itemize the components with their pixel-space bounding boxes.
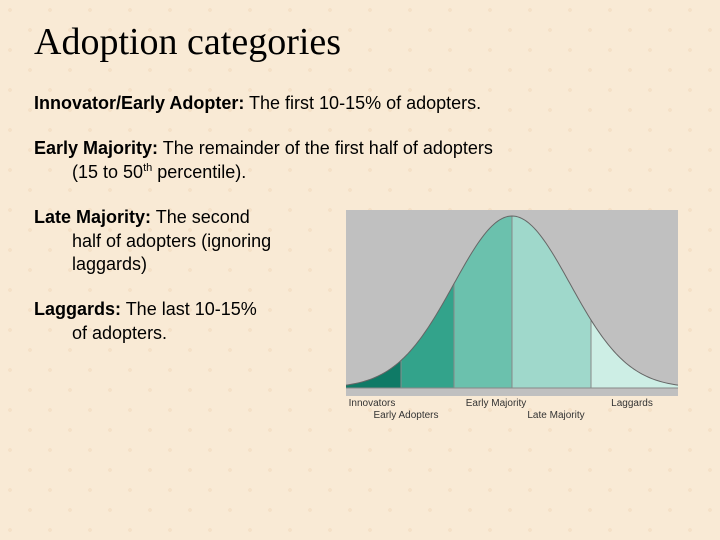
legend-label: Innovators — [349, 398, 396, 409]
chart-legend: InnovatorsEarly AdoptersEarly MajorityLa… — [346, 398, 678, 424]
definition-desc: The first 10-15% of adopters. — [244, 93, 481, 113]
slide-title: Adoption categories — [34, 20, 690, 64]
definition-desc: The last 10-15% — [121, 299, 257, 319]
curve-segment — [401, 284, 454, 388]
curve-segment — [591, 320, 678, 388]
legend-label: Early Adopters — [373, 410, 438, 421]
definition-label: Laggards: — [34, 299, 121, 319]
definition-late-majority: Late Majority: The second half of adopte… — [34, 206, 334, 276]
legend-label: Early Majority — [466, 398, 527, 409]
definition-label: Innovator/Early Adopter: — [34, 93, 244, 113]
definition-desc: The remainder of the first half of adopt… — [158, 138, 493, 158]
curve-segment — [512, 216, 591, 388]
definition-innovator: Innovator/Early Adopter: The first 10-15… — [34, 92, 690, 115]
definition-desc: The second — [151, 207, 250, 227]
adoption-bell-curve-chart — [346, 210, 678, 396]
legend-label: Late Majority — [527, 410, 584, 421]
definition-desc-line2: (15 to 50th percentile). — [34, 161, 690, 184]
definition-desc-line3: laggards) — [34, 253, 334, 276]
legend-label: Laggards — [611, 398, 653, 409]
definition-desc-line2: half of adopters (ignoring — [34, 230, 334, 253]
definition-label: Late Majority: — [34, 207, 151, 227]
definition-desc-line2: of adopters. — [34, 322, 334, 345]
definition-laggards: Laggards: The last 10-15% of adopters. — [34, 298, 334, 345]
definition-early-majority: Early Majority: The remainder of the fir… — [34, 137, 690, 184]
definition-label: Early Majority: — [34, 138, 158, 158]
curve-segment — [454, 216, 512, 388]
